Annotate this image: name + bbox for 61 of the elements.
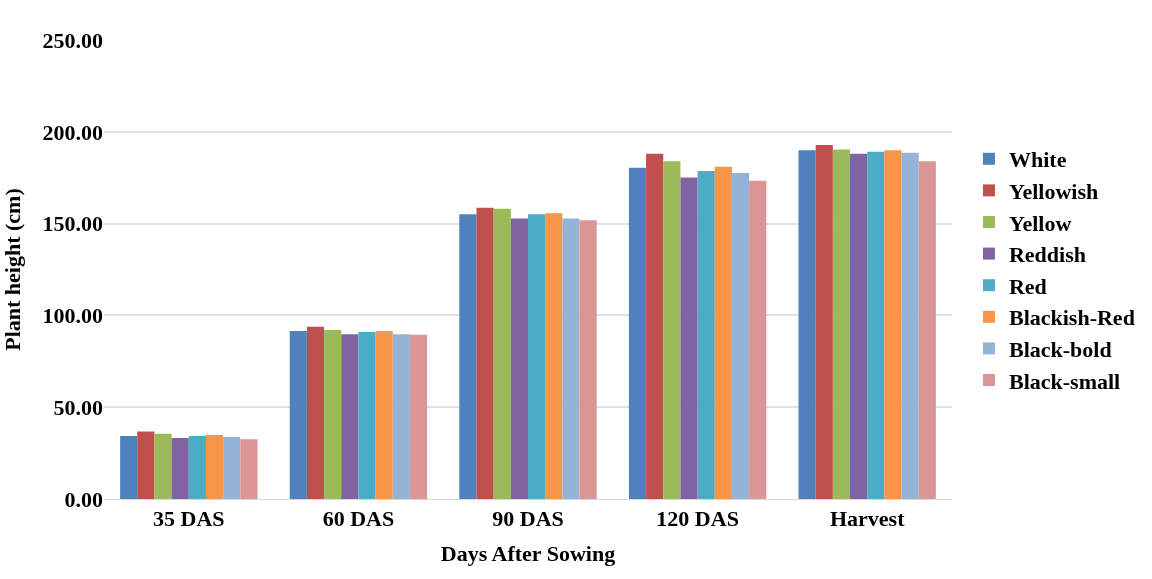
bar: [562, 218, 580, 499]
x-tick-label: Harvest: [829, 506, 906, 532]
bar: [289, 331, 307, 499]
bar: [628, 167, 647, 499]
bar: [459, 214, 477, 499]
bar: [205, 434, 224, 499]
bar: [409, 334, 428, 499]
bar: [731, 173, 750, 499]
bar: [798, 150, 816, 499]
x-axis-title: Days After Sowing: [440, 541, 616, 567]
legend-label: Red: [1008, 273, 1047, 299]
bar: [850, 153, 868, 499]
y-tick-label: 100.00: [42, 303, 103, 329]
bar: [493, 208, 511, 499]
bar: [341, 334, 359, 499]
y-tick-label: 0.00: [64, 486, 103, 512]
bar: [358, 332, 376, 499]
bar: [867, 151, 885, 499]
bar: [680, 177, 698, 499]
bar: [392, 334, 410, 499]
bar: [832, 149, 851, 499]
x-tick-label: 35 DAS: [153, 506, 225, 532]
bar: [476, 207, 494, 499]
bar: [901, 152, 919, 499]
x-tick-label: 120 DAS: [656, 506, 739, 532]
legend-label: White: [1008, 147, 1067, 173]
legend-label: Yellow: [1008, 210, 1072, 236]
bar: [240, 439, 258, 499]
y-tick-label: 200.00: [42, 119, 103, 145]
bar: [697, 171, 715, 499]
y-tick-label: 250.00: [42, 27, 103, 53]
legend-label: Blackish-Red: [1008, 305, 1135, 331]
bar: [579, 220, 597, 499]
bar: [120, 436, 138, 499]
bar: [137, 431, 155, 499]
bar: [223, 436, 241, 499]
bar: [324, 330, 342, 499]
bar: [545, 213, 563, 499]
bar: [646, 153, 664, 499]
bar: [918, 161, 936, 499]
bar: [749, 180, 767, 499]
bar: [510, 218, 528, 499]
x-tick-label: 60 DAS: [322, 506, 395, 532]
legend-label: Black-small: [1008, 368, 1121, 394]
bar: [815, 145, 833, 499]
bar: [171, 438, 189, 499]
legend-label: Yellowish: [1008, 178, 1099, 204]
bar: [528, 214, 546, 499]
bar: [375, 331, 393, 499]
legend-label: Reddish: [1008, 242, 1087, 268]
x-tick-label: 90 DAS: [492, 506, 564, 532]
bar: [188, 436, 206, 499]
y-tick-label: 50.00: [53, 394, 103, 420]
legend-label: Black-bold: [1008, 336, 1112, 362]
bar: [714, 166, 732, 499]
bar: [663, 161, 681, 499]
bar: [154, 433, 172, 499]
bar: [884, 150, 902, 499]
y-tick-label: 150.00: [42, 211, 103, 237]
y-axis-title: Plant height (cm): [0, 188, 26, 351]
bar: [306, 326, 325, 499]
